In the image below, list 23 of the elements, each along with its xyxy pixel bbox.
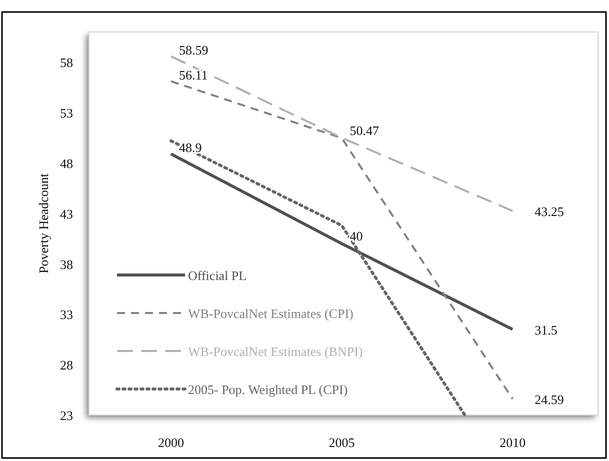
data-label: 56.11	[178, 67, 208, 82]
data-label: 58.59	[178, 42, 208, 58]
x-tick-label: 2010	[500, 435, 526, 450]
y-tick-label: 38	[60, 256, 73, 272]
y-tick-label: 28	[60, 358, 73, 373]
text: Official PL	[188, 268, 247, 283]
text: 2005- Pop. Weighted PL (CPI)	[188, 382, 348, 397]
data-label: 43.25	[534, 204, 564, 219]
x-tick-label: 2000	[158, 435, 184, 450]
y-tick-label: 58	[60, 55, 73, 70]
text: WB-PovcalNet Estimates (CPI)	[188, 306, 354, 321]
data-label: 40	[350, 228, 363, 244]
y-axis-title: Poverty Headcount	[36, 173, 51, 274]
y-tick-label: 23	[60, 408, 73, 423]
data-label: 24.59	[534, 392, 564, 407]
text: WB-PovcalNet Estimates (BNPI)	[188, 344, 363, 359]
y-tick-label: 53	[60, 106, 73, 121]
y-tick-label: 43	[60, 206, 73, 222]
data-label: 50.47	[350, 123, 380, 138]
y-tick-label: 48	[60, 156, 73, 172]
data-label: 31.5	[534, 322, 558, 338]
x-tick-label: 2005	[328, 435, 355, 450]
y-tick-label: 33	[60, 307, 73, 322]
